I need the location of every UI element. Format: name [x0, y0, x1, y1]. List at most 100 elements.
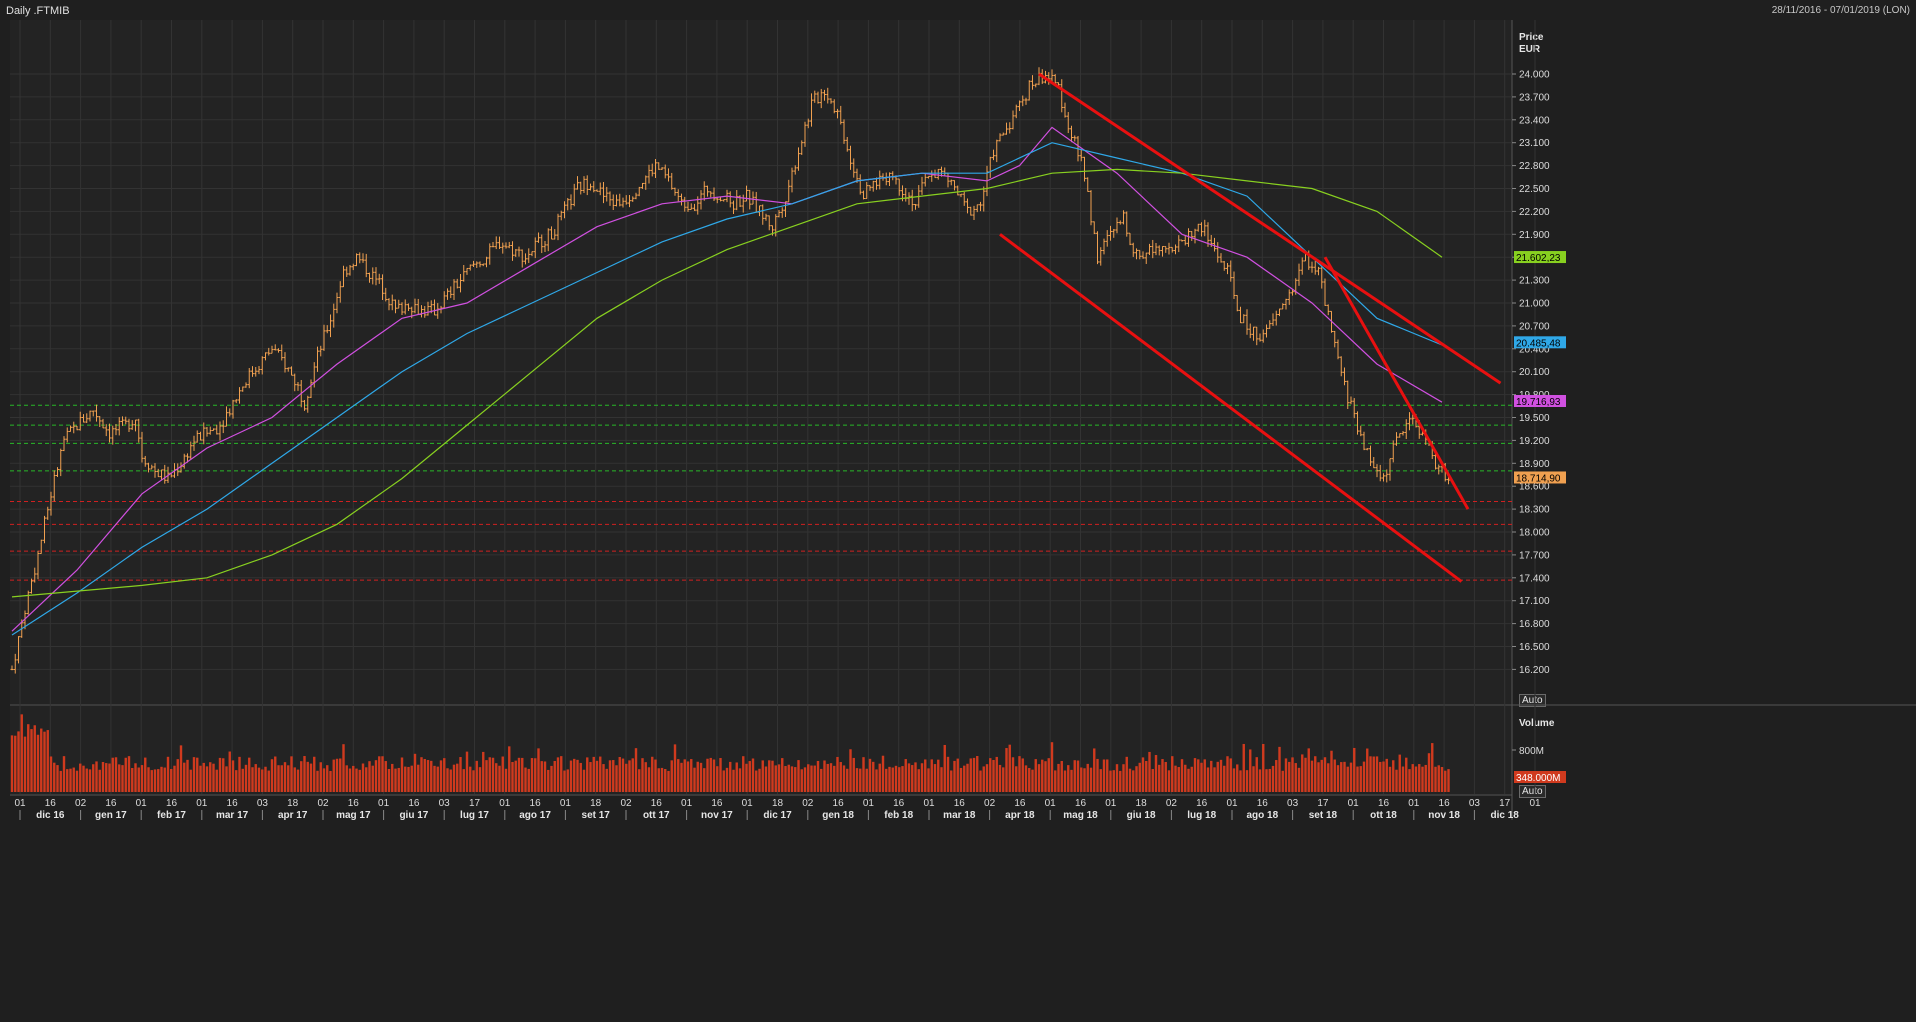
volume-bar — [1229, 758, 1232, 792]
volume-bar — [371, 765, 374, 792]
volume-bar — [569, 760, 573, 792]
x-month-label: apr 17 — [278, 810, 308, 821]
volume-bar — [738, 768, 742, 792]
x-day-label: 16 — [530, 798, 542, 809]
volume-bar — [121, 765, 124, 792]
x-month-label: feb 17 — [157, 810, 186, 821]
volume-bar — [761, 760, 764, 792]
volume-bar — [43, 731, 46, 792]
x-month-label: set 18 — [1309, 810, 1338, 821]
volume-bar — [800, 769, 803, 792]
volume-bar — [846, 768, 849, 792]
volume-bar — [163, 767, 166, 792]
volume-bar — [979, 770, 982, 792]
x-day-label: 16 — [833, 798, 845, 809]
volume-bar — [1119, 770, 1122, 792]
volume-bar — [573, 758, 576, 792]
volume-bar — [1112, 770, 1115, 792]
volume-auto-button[interactable]: Auto — [1519, 785, 1546, 798]
volume-bar — [465, 751, 469, 792]
volume-bar — [1359, 766, 1362, 792]
volume-bar — [153, 769, 157, 792]
volume-bar — [1310, 760, 1314, 792]
volume-bar — [826, 763, 829, 792]
ma-long-line — [11, 168, 1443, 598]
volume-bar — [1067, 765, 1070, 792]
volume-bar — [1395, 769, 1398, 792]
volume-bar — [719, 758, 722, 792]
volume-bar — [137, 767, 140, 792]
volume-bar — [852, 757, 855, 792]
x-day-label: 16 — [45, 798, 57, 809]
volume-bar — [560, 756, 563, 792]
volume-bar — [1154, 755, 1158, 792]
volume-bar — [563, 770, 566, 792]
volume-bar — [46, 730, 49, 792]
volume-bar — [49, 756, 53, 792]
volume-bar — [664, 769, 667, 792]
volume-bar — [1037, 764, 1041, 792]
volume-bar — [777, 764, 781, 792]
volume-bar — [1242, 743, 1245, 792]
volume-last-badge: 348.000M — [1516, 773, 1560, 784]
volume-bar — [283, 762, 287, 792]
x-day-label: 16 — [105, 798, 117, 809]
volume-bar — [859, 768, 862, 792]
price-axis-currency: EUR — [1519, 44, 1541, 55]
volume-bar — [1206, 767, 1210, 792]
volume-bar — [183, 762, 186, 792]
volume-bar — [589, 762, 592, 792]
volume-bar — [72, 767, 75, 792]
x-day-label: 16 — [348, 798, 360, 809]
y-tick-label: 17.100 — [1519, 596, 1550, 607]
volume-bar — [98, 769, 101, 792]
volume-bar — [1021, 758, 1024, 792]
volume-bar — [651, 756, 654, 792]
y-tick-label: 23.700 — [1519, 92, 1550, 103]
volume-bar — [898, 767, 901, 792]
volume-bar — [579, 762, 582, 792]
volume-bar — [1011, 757, 1015, 792]
volume-bar — [1070, 769, 1073, 792]
x-day-label: 16 — [1075, 798, 1087, 809]
volume-bar — [550, 765, 553, 792]
volume-bar — [1323, 757, 1327, 792]
x-day-label: 17 — [469, 798, 481, 809]
y-tick-label: 24.000 — [1519, 70, 1550, 81]
volume-bar — [1161, 759, 1164, 792]
volume-bar — [488, 757, 491, 792]
volume-bar — [1411, 764, 1414, 792]
volume-bar — [1050, 742, 1054, 792]
volume-bar — [322, 768, 326, 792]
volume-bar — [729, 761, 732, 792]
x-day-label: 01 — [499, 798, 511, 809]
volume-bar — [774, 765, 777, 792]
y-tick-label: 17.700 — [1519, 550, 1550, 561]
x-day-label: 18 — [287, 798, 299, 809]
price-auto-button[interactable]: Auto — [1519, 694, 1546, 707]
volume-bar — [1073, 760, 1076, 792]
x-month-label: mag 18 — [1063, 810, 1098, 821]
x-day-label: 16 — [711, 798, 723, 809]
x-day-label: 16 — [1196, 798, 1208, 809]
volume-bar — [823, 760, 826, 792]
volume-bar — [423, 758, 426, 792]
volume-bar — [1343, 761, 1346, 792]
volume-bar — [397, 767, 400, 792]
volume-bar — [1018, 756, 1021, 792]
volume-bar — [53, 762, 56, 792]
volume-bar — [1184, 764, 1187, 792]
x-day-label: 16 — [893, 798, 905, 809]
y-tick-label: 23.400 — [1519, 115, 1550, 126]
volume-bar — [638, 769, 641, 792]
x-day-label: 01 — [1348, 798, 1360, 809]
volume-bar — [111, 757, 114, 792]
volume-bar — [1317, 762, 1320, 792]
volume-bar — [1258, 769, 1262, 792]
volume-bar — [930, 759, 933, 792]
volume-bar — [300, 761, 303, 792]
y-tick-label: 21.000 — [1519, 299, 1550, 310]
volume-bar — [625, 763, 628, 792]
x-month-label: apr 18 — [1005, 810, 1035, 821]
x-month-label: giu 18 — [1127, 810, 1156, 821]
